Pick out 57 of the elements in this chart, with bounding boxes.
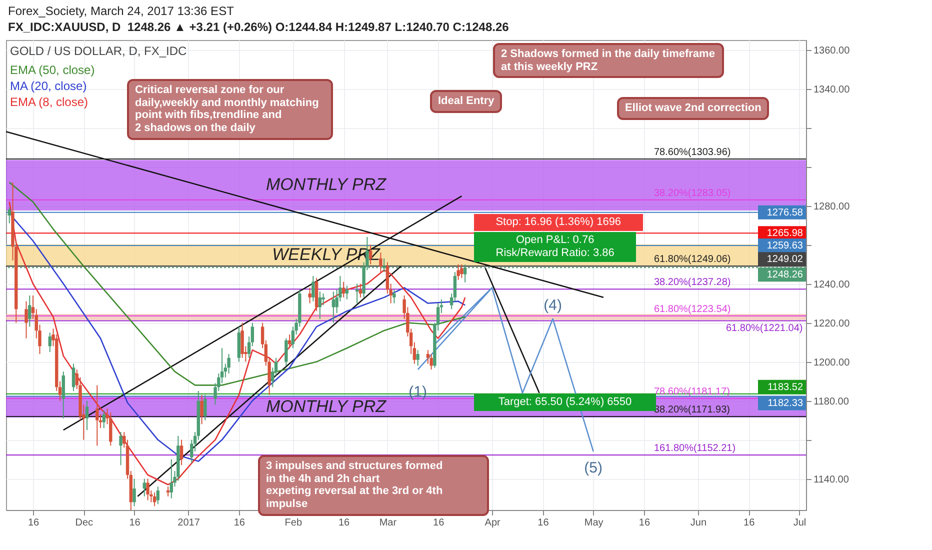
x-tick-label: Apr (484, 518, 502, 528)
y-tick-label: 1200.00 (814, 357, 850, 368)
x-tick-label: 2017 (178, 518, 200, 528)
label-box: Open P&L: 0.76 Risk/Reward Ratio: 3.86 (474, 232, 636, 262)
ref-line-label: 161.80%(1152.21) (654, 442, 736, 454)
ref-line-label: 1183.52 (768, 382, 804, 393)
x-tick-label: 16 (234, 518, 246, 528)
label-box: Stop: 16.96 (1.36%) 1696 (474, 214, 643, 231)
ref-line-label: 1248.26 (766, 270, 804, 281)
ref-line-label: 1182.33 (768, 398, 804, 410)
callout-box: Critical reversal zone for our daily,weekly and monthly matching point with fibs,trendline and 2 shadows on the daily (127, 79, 333, 140)
x-tick-label: Mar (379, 518, 398, 528)
callout-box: Elliot wave 2nd correction (617, 97, 770, 120)
y-tick-label: 1360.00 (814, 45, 850, 56)
ref-line-label: 38.20%(1171.93) (654, 404, 730, 416)
y-tick-label: 1340.00 (814, 84, 850, 96)
x-tick-label: Jun (690, 518, 707, 528)
chart-title: GOLD / US DOLLAR, D, FX_IDC (10, 44, 187, 58)
y-tick-label: 1240.00 (814, 279, 850, 290)
text: EMA (50, close) (10, 63, 95, 77)
x-tick-label: Jul (793, 518, 806, 528)
ref-line-label: 1276.58 (766, 207, 804, 218)
y-tick-label: 1180.00 (814, 396, 850, 408)
ref-line-label: 1249.02 (766, 254, 804, 266)
callout-box: Ideal Entry (430, 90, 502, 113)
x-tick-label: Dec (75, 518, 94, 528)
x-tick-label: 16 (638, 518, 650, 528)
x-tick-label: Feb (284, 518, 302, 528)
ref-line-label: 1265.98 (766, 228, 804, 240)
ref-line-label: 1259.63 (766, 240, 804, 252)
ref-line-label: 61.80%(1249.06) (654, 254, 731, 266)
band-label: MONTHLY PRZ (266, 175, 387, 194)
y-tick-label: 1280.00 (814, 201, 850, 212)
text: MA (20, close) (10, 79, 87, 93)
x-tick-label: 16 (129, 518, 141, 528)
x-tick-label: 16 (28, 518, 40, 528)
x-tick-label: May (584, 518, 604, 528)
label-box: Target: 65.50 (5.24%) 6550 (474, 394, 656, 412)
ref-line-label: 78.60%(1303.96) (654, 147, 731, 158)
x-tick-label: 16 (433, 518, 445, 528)
ref-line-label: 61.80%(1223.54) (654, 304, 731, 315)
annotation: (4) (544, 296, 562, 314)
y-tick-label: 1140.00 (814, 474, 850, 486)
x-tick-label: 16 (338, 518, 350, 528)
callout-box: 2 Shadows formed in the daily timeframe at this weekly PRZ (493, 43, 724, 78)
text: FX_IDC:XAUUSD, D 1248.26 ▲ +3.21 (+0.26%) O:1244.84 H:1249.87 L:1240.70 C:1248.26 (8, 19, 510, 35)
x-tick-label: 16 (538, 518, 550, 528)
ref-line-label: 61.80%(1221.04) (726, 322, 803, 334)
band-label: MONTHLY PRZ (266, 396, 387, 416)
callout-box: 3 impulses and structures formed in the 4h and 2h chart expeting reversal at the 3rd or 4th impulse (258, 455, 489, 516)
x-tick-label: 16 (744, 518, 756, 528)
text: EMA (8, close) (10, 95, 88, 109)
y-tick-label: 1220.00 (814, 318, 850, 330)
chart-subtitle: Forex_Society, March 24, 2017 13:36 EST (8, 3, 235, 19)
ref-line-label: 38.20%(1283.05) (654, 188, 731, 199)
annotation: (5) (584, 459, 603, 476)
ref-line-label: 38.20%(1237.28) (654, 277, 731, 288)
